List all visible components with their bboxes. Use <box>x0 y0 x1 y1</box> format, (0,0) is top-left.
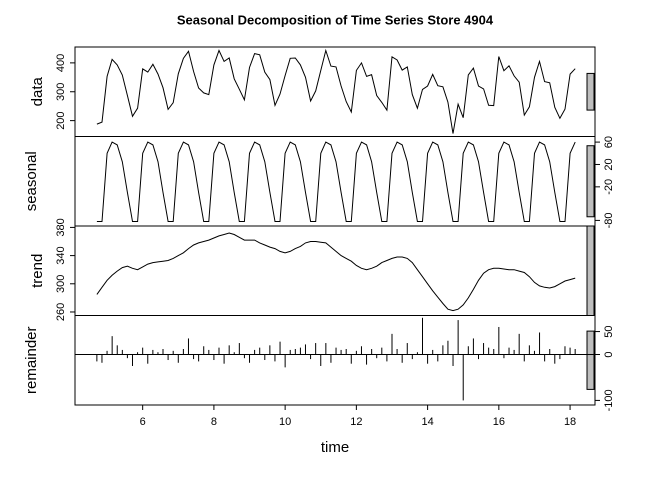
series-line <box>96 141 576 222</box>
x-tick-label: 12 <box>350 416 362 428</box>
y-tick-label: 0 <box>603 351 615 357</box>
y-axis-label: seasonal <box>23 151 40 211</box>
panel-frame <box>74 315 596 406</box>
scale-bar <box>586 330 595 390</box>
y-axis-label: trend <box>29 254 46 288</box>
panel-frame <box>74 46 596 137</box>
y-axis-label: data <box>29 76 46 106</box>
x-tick-label: 18 <box>564 416 576 428</box>
scale-bar <box>586 225 595 316</box>
y-tick-label: 300 <box>55 275 67 293</box>
y-tick-label: 400 <box>55 54 67 72</box>
y-tick-label: 200 <box>55 111 67 129</box>
x-axis-label: time <box>321 439 349 456</box>
x-tick-label: 8 <box>211 416 217 428</box>
y-tick-label: 380 <box>55 218 67 236</box>
x-tick-label: 6 <box>140 416 146 428</box>
series-line <box>96 232 576 312</box>
x-tick-label: 10 <box>279 416 291 428</box>
y-tick-label: -20 <box>603 179 615 195</box>
y-tick-label: 20 <box>603 158 615 170</box>
y-tick-label: 340 <box>55 246 67 264</box>
x-tick-label: 14 <box>421 416 433 428</box>
y-tick-label: 300 <box>55 83 67 101</box>
y-tick-label: 260 <box>55 303 67 321</box>
scale-bar <box>586 145 595 218</box>
y-tick-label: -100 <box>603 389 615 411</box>
chart-title: Seasonal Decomposition of Time Series St… <box>177 12 494 27</box>
series-line <box>96 48 576 134</box>
y-tick-label: 60 <box>603 136 615 148</box>
scale-bar <box>586 72 595 111</box>
y-axis-label: remainder <box>23 326 40 394</box>
y-tick-label: -80 <box>603 212 615 228</box>
y-tick-label: 50 <box>603 325 615 337</box>
x-tick-label: 16 <box>493 416 505 428</box>
